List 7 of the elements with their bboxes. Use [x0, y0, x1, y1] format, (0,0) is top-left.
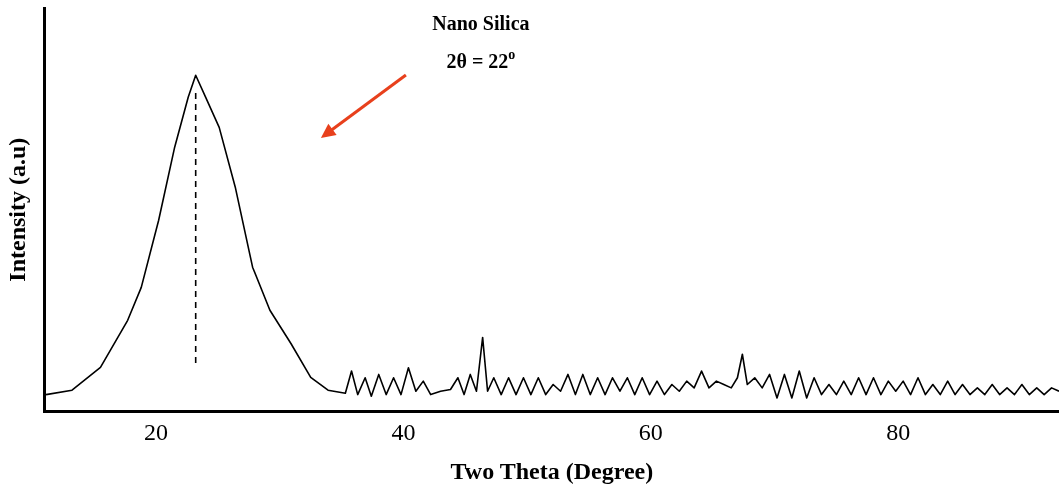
x-tick-label: 60	[638, 419, 663, 446]
x-axis-title: Two Theta (Degree)	[450, 457, 654, 484]
x-tick-label: 40	[391, 419, 416, 446]
y-axis-title: Intensity (a.u)	[3, 137, 30, 282]
x-tick-label: 20	[144, 419, 169, 446]
text: Nano Silica	[432, 12, 530, 34]
x-tick-label: 80	[886, 419, 911, 446]
